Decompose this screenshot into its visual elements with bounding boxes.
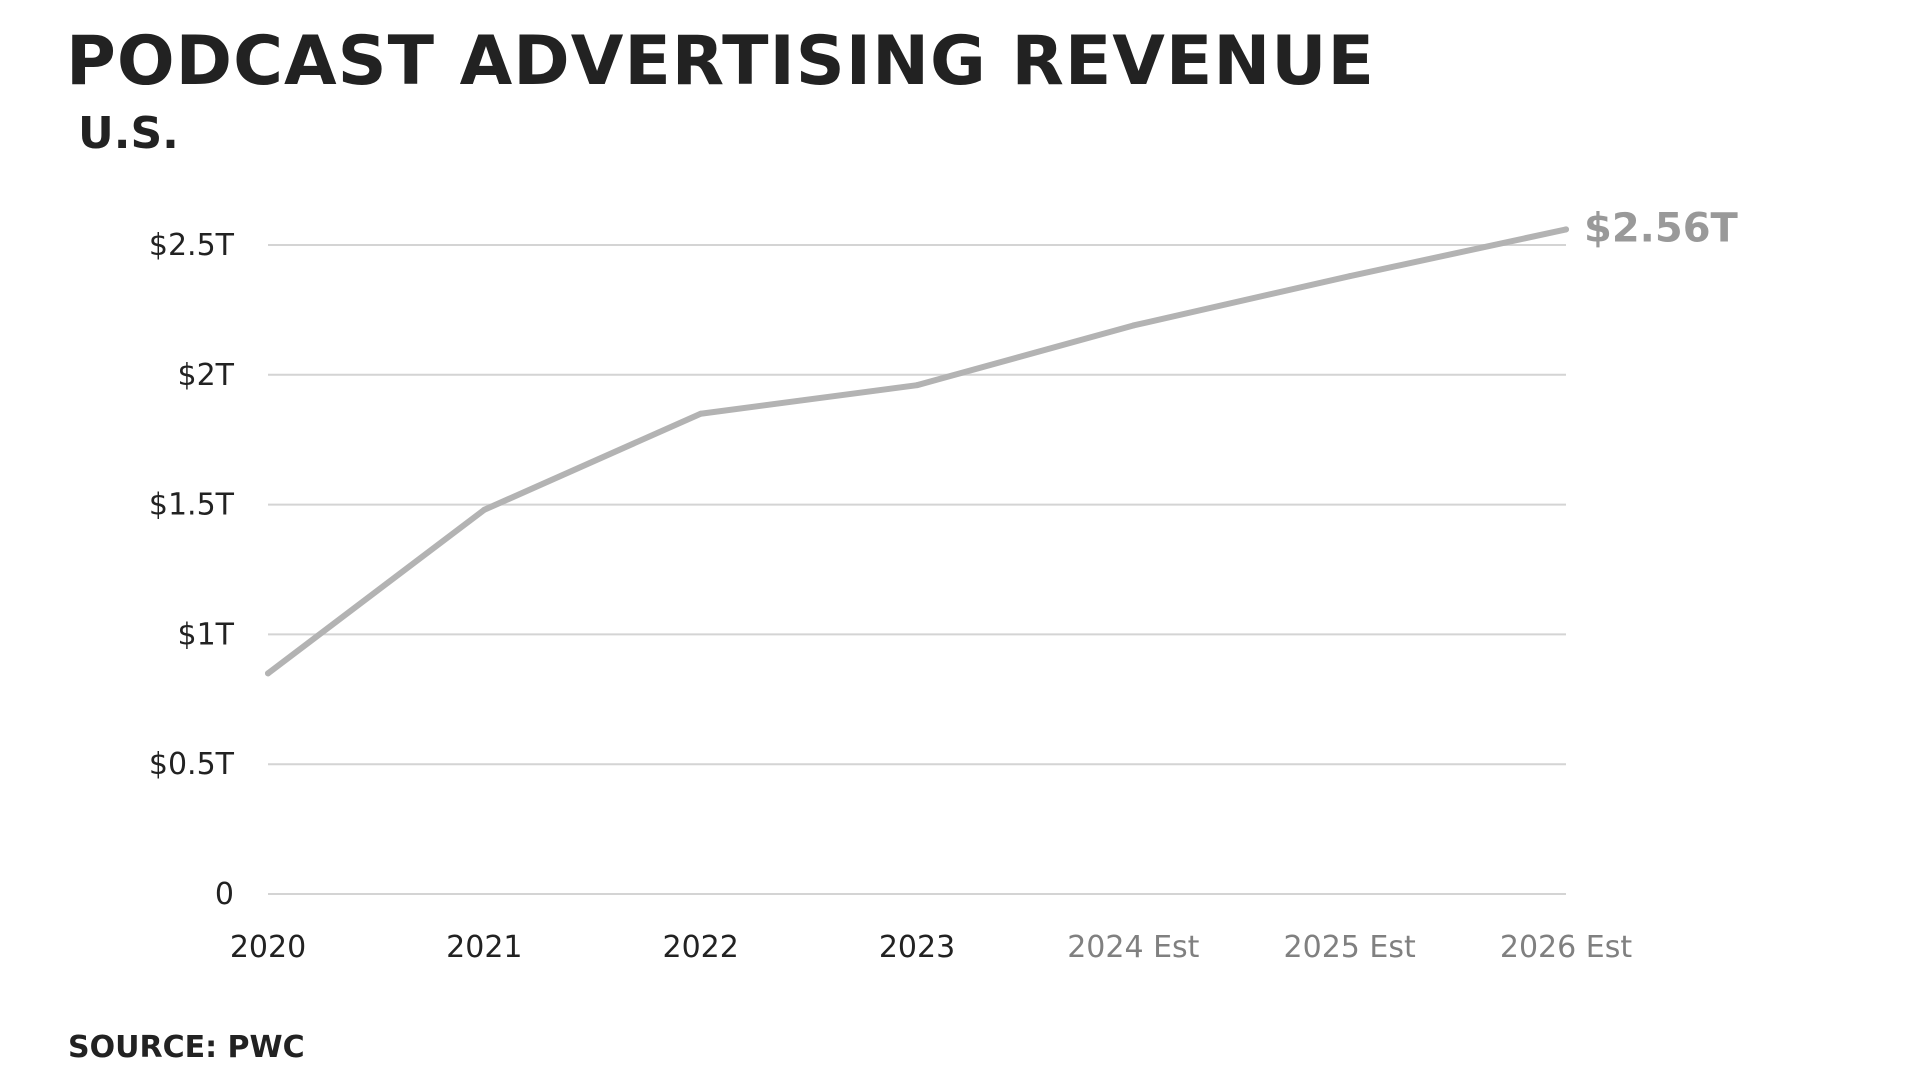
x-tick-label: 2024 Est — [1067, 930, 1199, 965]
chart-title: PODCAST ADVERTISING REVENUE — [66, 22, 1375, 101]
data-point — [265, 670, 271, 677]
data-point — [697, 410, 704, 417]
y-tick-label: $1T — [178, 617, 235, 652]
source-note: SOURCE: PWC — [68, 1030, 305, 1065]
y-tick-label: $2T — [178, 358, 235, 393]
data-point — [914, 382, 920, 389]
x-tick-label: 2020 — [230, 930, 306, 965]
data-labels: $2.56T — [1584, 205, 1739, 251]
data-point — [1563, 226, 1569, 233]
x-tick-label: 2023 — [879, 930, 955, 965]
x-axis-ticks: 2020 2021 2022 2023 2024 Est 2025 Est 2026 Est — [230, 930, 1633, 965]
series-lines — [265, 226, 1569, 677]
y-tick-label: $1.5T — [149, 488, 235, 523]
grid-lines — [268, 244, 1566, 895]
end-value-label: $2.56T — [1584, 205, 1739, 251]
data-point — [1346, 273, 1353, 280]
y-axis-ticks: 0 $0.5T $1T $1.5T $2T $2.5T — [149, 228, 235, 912]
x-tick-label: 2026 Est — [1500, 930, 1632, 965]
x-tick-label: 2025 Est — [1284, 930, 1416, 965]
x-tick-label: 2021 — [446, 930, 522, 965]
y-tick-label: $2.5T — [149, 228, 235, 263]
y-tick-label: 0 — [215, 877, 234, 912]
data-point — [481, 506, 488, 513]
data-point — [1130, 322, 1137, 329]
series-line — [265, 226, 1569, 677]
x-tick-label: 2022 — [662, 930, 738, 965]
chart-subtitle: U.S. — [78, 108, 179, 159]
y-tick-label: $0.5T — [149, 747, 235, 782]
